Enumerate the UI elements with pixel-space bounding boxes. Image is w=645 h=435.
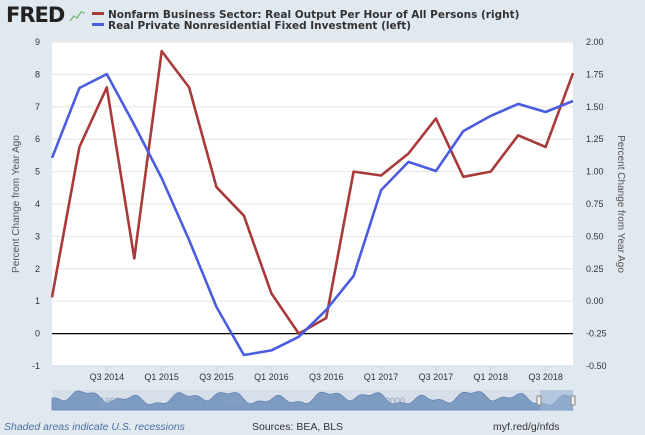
legend-label-output: Nonfarm Business Sector: Real Output Per… bbox=[108, 9, 519, 21]
y-tick-right: -0.50 bbox=[586, 361, 607, 371]
navigator[interactable]: 1960 1980 2000 bbox=[51, 390, 576, 411]
x-tick-label: Q3 2016 bbox=[309, 372, 344, 382]
navigator-handle-right[interactable] bbox=[570, 395, 576, 406]
x-tick-label: Q3 2017 bbox=[419, 372, 454, 382]
y-tick-right: 0.00 bbox=[586, 296, 604, 306]
y-tick-left: 2 bbox=[35, 264, 40, 274]
navigator-handle-left[interactable] bbox=[536, 395, 542, 406]
y-tick-left: 5 bbox=[35, 167, 40, 177]
y-tick-left: -1 bbox=[32, 361, 40, 371]
navigator-label: 1960 bbox=[100, 396, 120, 406]
navigator-label: 1980 bbox=[222, 396, 242, 406]
legend-swatch-red bbox=[92, 12, 104, 15]
x-tick-label: Q1 2018 bbox=[473, 372, 508, 382]
y-tick-left: 6 bbox=[35, 134, 40, 144]
navigator-label: 2000 bbox=[385, 396, 405, 406]
y-tick-left: 7 bbox=[35, 102, 40, 112]
legend-swatch-blue bbox=[92, 23, 104, 26]
y-tick-left: 0 bbox=[35, 329, 40, 339]
x-tick-label: Q1 2017 bbox=[364, 372, 399, 382]
y-tick-right: 1.50 bbox=[586, 102, 604, 112]
x-tick-label: Q3 2018 bbox=[528, 372, 563, 382]
fred-logo: FRED bbox=[6, 3, 65, 27]
x-tick-label: Q1 2015 bbox=[144, 372, 179, 382]
y-axis-label-right: Percent Change from Year Ago bbox=[615, 135, 626, 273]
fred-logo-graph-icon bbox=[69, 10, 86, 23]
recession-note: Shaded areas indicate U.S. recessions bbox=[4, 421, 185, 433]
y-tick-left: 4 bbox=[35, 199, 40, 209]
y-tick-left: 1 bbox=[35, 296, 40, 306]
y-tick-right: 2.00 bbox=[586, 37, 604, 47]
x-tick-label: Q1 2016 bbox=[254, 372, 289, 382]
legend-label-investment: Real Private Nonresidential Fixed Invest… bbox=[108, 20, 411, 32]
legend: Nonfarm Business Sector: Real Output Per… bbox=[92, 9, 519, 32]
x-tick-label: Q3 2014 bbox=[90, 372, 125, 382]
y-tick-right: 1.00 bbox=[586, 167, 604, 177]
y-tick-right: 0.25 bbox=[586, 264, 604, 274]
y-axis-label-left: Percent Change from Year Ago bbox=[11, 135, 22, 273]
y-tick-right: 1.25 bbox=[586, 134, 604, 144]
series-line-fixed-investment bbox=[50, 72, 574, 357]
y-tick-left: 3 bbox=[35, 231, 40, 241]
y-tick-left: 8 bbox=[35, 69, 40, 79]
x-tick-label: Q3 2015 bbox=[199, 372, 234, 382]
sources: Sources: BEA, BLS bbox=[252, 421, 344, 433]
y-tick-right: 0.50 bbox=[586, 231, 604, 241]
y-tick-right: -0.25 bbox=[586, 329, 607, 339]
y-tick-right: 0.75 bbox=[586, 199, 604, 209]
y-tick-right: 1.75 bbox=[586, 69, 604, 79]
short-link[interactable]: myf.red/g/nfds bbox=[493, 421, 560, 433]
series-line-output-per-hour bbox=[50, 49, 575, 335]
y-tick-left: 9 bbox=[35, 37, 40, 47]
navigator-selection[interactable] bbox=[540, 390, 573, 410]
